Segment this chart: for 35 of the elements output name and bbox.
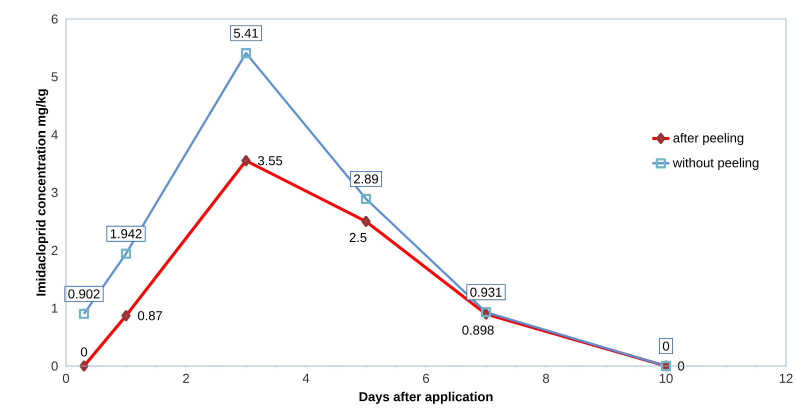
data-label: 0 <box>80 347 88 356</box>
x-tick-label: 12 <box>780 374 793 383</box>
data-label: 0.898 <box>462 326 494 335</box>
legend-label: after peeling <box>673 133 744 146</box>
y-tick-label: 1 <box>52 304 58 313</box>
x-tick-label: 10 <box>660 374 673 383</box>
point <box>78 308 90 319</box>
data-label: 0.902 <box>68 289 100 298</box>
x-tick-label: 8 <box>542 374 550 383</box>
point <box>120 248 132 259</box>
data-label: 0 <box>662 341 670 351</box>
x-tick-label: 0 <box>62 374 70 383</box>
x-tick-label: 6 <box>423 374 430 383</box>
y-axis-title: Imidacloprid concentration mg/kg <box>36 89 48 296</box>
x-tick-label: 4 <box>302 374 310 383</box>
data-label: 3.55 <box>258 156 282 166</box>
x-tick-label: 2 <box>183 374 189 383</box>
x-axis-title: Days after application <box>360 392 492 404</box>
y-tick-label: 4 <box>51 130 58 140</box>
point <box>480 307 492 318</box>
data-label: 0.87 <box>138 311 162 320</box>
y-tick-label: 2 <box>52 246 58 255</box>
data-label: 2.5 <box>350 232 366 242</box>
y-tick-label: 5 <box>52 72 58 82</box>
y-tick-label: 3 <box>52 188 58 198</box>
data-label: 0.931 <box>470 288 502 297</box>
point <box>360 194 372 204</box>
data-label: 5.41 <box>234 28 258 38</box>
data-label: 2.89 <box>354 174 378 184</box>
data-label: 1.942 <box>110 229 142 238</box>
data-label: 0 <box>678 361 684 371</box>
y-tick-label: 0 <box>52 361 58 371</box>
y-tick-label: 6 <box>52 14 58 24</box>
point <box>240 48 252 58</box>
legend-label: without peeling <box>672 158 758 170</box>
